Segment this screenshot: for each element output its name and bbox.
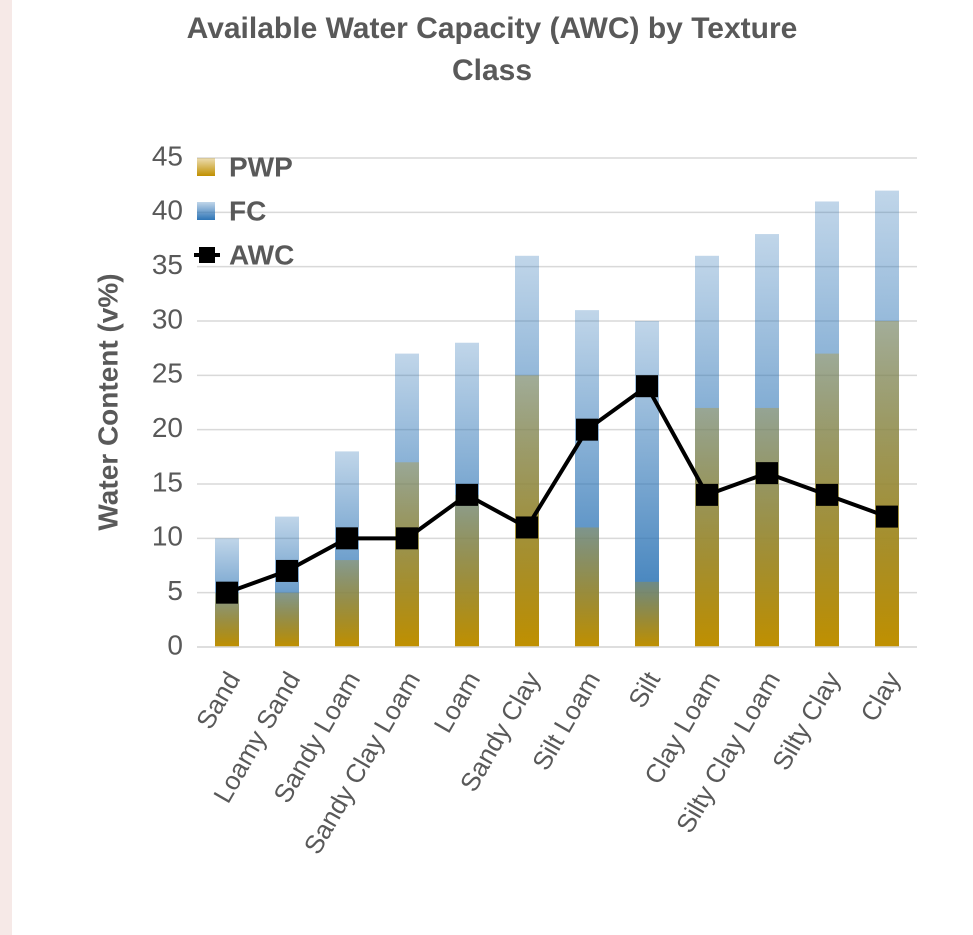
y-tick-label: 10: [152, 521, 183, 552]
legend-marker: [199, 247, 215, 263]
bar: [455, 494, 479, 647]
bar: [275, 592, 299, 647]
legend-swatch: [197, 158, 215, 176]
legend-swatch: [197, 202, 215, 220]
marker: [756, 462, 778, 485]
legend-label: AWC: [229, 239, 294, 270]
chart-title: Available Water Capacity (AWC) by Textur…: [187, 12, 798, 87]
bar: [695, 407, 719, 647]
y-tick-label: 40: [152, 195, 183, 226]
marker: [516, 516, 538, 539]
y-tick-label: 45: [152, 140, 183, 171]
marker: [336, 527, 358, 550]
y-tick-label: 0: [167, 629, 183, 660]
y-tick-label: 15: [152, 466, 183, 497]
bar: [395, 462, 419, 647]
marker: [696, 483, 718, 506]
bar: [755, 407, 779, 647]
bar: [635, 581, 659, 647]
y-axis-label: Water Content (v%): [92, 273, 123, 530]
y-tick-label: 35: [152, 249, 183, 280]
y-tick-label: 25: [152, 358, 183, 389]
marker: [876, 505, 898, 528]
marker: [216, 581, 238, 604]
legend-label: FC: [229, 195, 266, 226]
marker: [396, 527, 418, 550]
marker: [276, 559, 298, 582]
marker: [576, 418, 598, 441]
bar: [575, 527, 599, 647]
bar: [335, 560, 359, 647]
marker: [636, 375, 658, 398]
bar: [875, 321, 899, 647]
y-tick-label: 5: [167, 575, 183, 606]
legend-label: PWP: [229, 151, 293, 182]
chart-area: [12, 0, 973, 935]
marker: [816, 483, 838, 506]
y-tick-label: 30: [152, 303, 183, 334]
y-tick-label: 20: [152, 412, 183, 443]
marker: [456, 483, 478, 506]
